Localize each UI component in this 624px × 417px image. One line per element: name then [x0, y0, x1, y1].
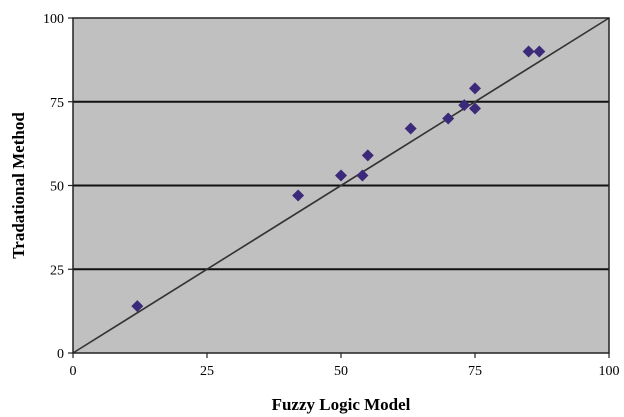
- y-tick-label: 0: [57, 347, 64, 362]
- x-axis-title: Fuzzy Logic Model: [272, 395, 411, 414]
- data-points: [131, 45, 546, 313]
- data-point: [131, 300, 144, 313]
- x-tick-label: 25: [200, 364, 214, 379]
- y-axis-ticks: 0 25 50 75 100: [43, 12, 73, 362]
- data-point: [522, 45, 535, 58]
- y-tick-label: 50: [50, 180, 64, 195]
- data-point: [361, 149, 374, 162]
- y-axis-title: Tradational Method: [9, 112, 28, 259]
- data-point: [458, 99, 471, 112]
- data-point: [335, 169, 347, 182]
- data-point: [469, 82, 481, 95]
- x-tick-label: 50: [334, 364, 348, 379]
- y-tick-label: 75: [50, 96, 64, 111]
- data-point: [469, 102, 481, 115]
- data-point: [442, 112, 455, 125]
- x-axis-ticks: 0 25 50 75 100: [70, 353, 620, 379]
- x-tick-label: 100: [599, 364, 620, 379]
- y-tick-label: 25: [50, 263, 64, 278]
- data-point: [404, 122, 417, 135]
- x-tick-label: 75: [468, 364, 482, 379]
- data-point: [533, 45, 546, 58]
- identity-line: [72, 17, 610, 354]
- y-tick-label: 100: [43, 12, 64, 27]
- data-point: [292, 189, 305, 202]
- data-point: [356, 169, 369, 182]
- x-tick-label: 0: [70, 364, 77, 379]
